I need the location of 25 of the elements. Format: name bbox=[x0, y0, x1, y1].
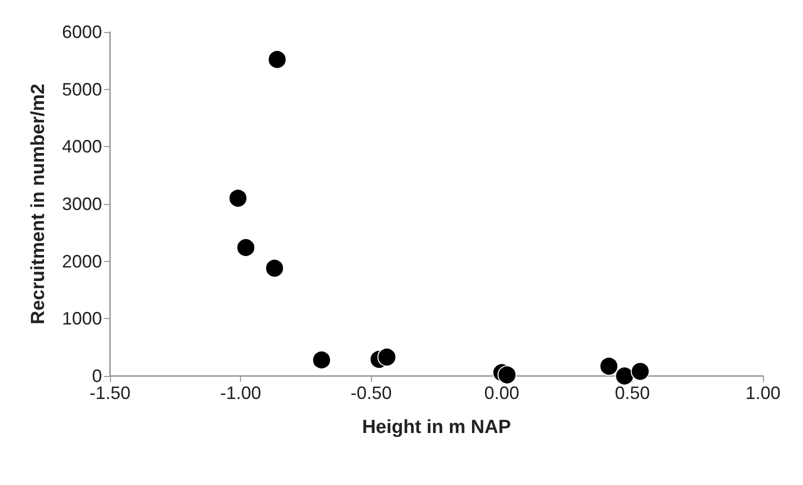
y-tick-label: 2000 bbox=[62, 251, 102, 272]
x-tick-label: 0.00 bbox=[484, 383, 520, 403]
x-tick-label: -1.00 bbox=[220, 383, 262, 403]
point bbox=[377, 348, 396, 367]
point bbox=[498, 365, 517, 384]
y-tick-label: 6000 bbox=[62, 22, 102, 42]
point bbox=[268, 50, 287, 70]
y-tick-label: 1000 bbox=[62, 308, 102, 329]
point bbox=[236, 238, 256, 258]
x-tick-label: 1.00 bbox=[745, 383, 781, 403]
y-tick-label: 5000 bbox=[62, 79, 102, 100]
point bbox=[599, 356, 618, 376]
point bbox=[630, 362, 650, 381]
y-axis-title: Recruitment in number/m2 bbox=[28, 84, 49, 324]
x-tick-label: -0.50 bbox=[350, 383, 392, 403]
x-axis-title: Height in m NAP bbox=[362, 417, 512, 438]
y-tick-label: 4000 bbox=[62, 136, 102, 157]
point bbox=[228, 188, 248, 208]
x-tick-label: -1.50 bbox=[89, 383, 131, 403]
x-tick-label: 0.50 bbox=[614, 383, 650, 403]
point bbox=[615, 366, 634, 386]
point bbox=[312, 350, 332, 370]
point bbox=[265, 258, 284, 278]
y-tick-label: 0 bbox=[92, 366, 102, 386]
y-tick-label: 3000 bbox=[62, 194, 102, 214]
